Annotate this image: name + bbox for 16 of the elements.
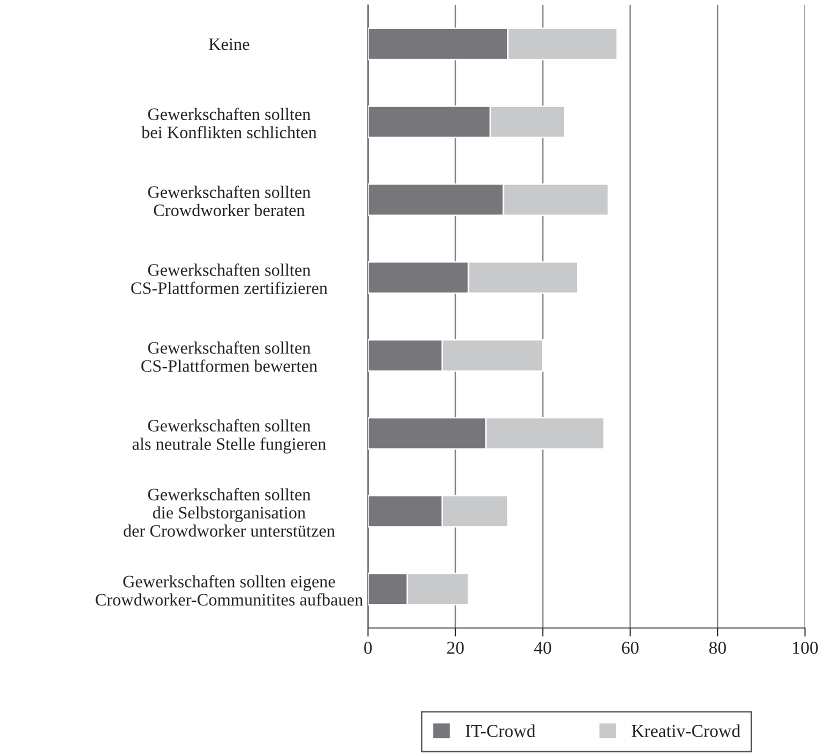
- y-tick-label: Gewerkschaften sollten die Selbstorganisation der Crowdworker unterstützen: [124, 488, 335, 537]
- x-tick-label: 60: [622, 642, 639, 654]
- y-tick-label: Keine: [208, 38, 250, 50]
- y-tick-label: Gewerkschaften sollten Crowdworker beraten: [148, 186, 311, 216]
- y-tick-label: Gewerkschaften sollten CS-Plattformen zertifizieren: [131, 263, 328, 294]
- y-tick-label: Gewerkschaften sollten CS-Plattformen bewerten: [141, 341, 318, 372]
- y-tick-label: Gewerkschaften sollten als neutrale Stelle fungieren: [132, 419, 326, 454]
- legend-label: IT-Crowd: [466, 724, 536, 738]
- x-tick-label: 20: [447, 642, 464, 654]
- legend-label: Kreativ-Crowd: [632, 724, 740, 738]
- x-tick-label: 0: [364, 642, 372, 654]
- x-tick-label: 80: [709, 642, 726, 654]
- x-tick-label: 40: [534, 642, 552, 654]
- y-tick-label: Gewerkschaften sollten bei Konflikten schlichten: [141, 108, 317, 138]
- y-tick-label: Gewerkschaften sollten eigene Crowdworker-Communitites aufbauen: [96, 575, 363, 606]
- x-tick-label: 100: [793, 642, 818, 654]
